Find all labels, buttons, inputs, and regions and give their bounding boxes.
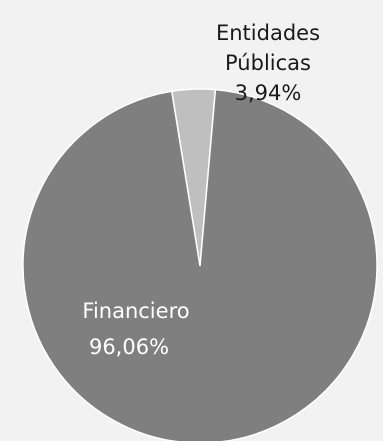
slice-label-entidades-publicas-line1: Entidades xyxy=(216,21,320,45)
pie-slices xyxy=(22,88,378,444)
slice-value-entidades-publicas: 3,94% xyxy=(235,81,302,105)
slice-label-financiero: Financiero xyxy=(82,299,189,323)
slice-label-entidades-publicas-line2: Públicas xyxy=(225,51,311,75)
slice-value-financiero: 96,06% xyxy=(89,335,169,359)
